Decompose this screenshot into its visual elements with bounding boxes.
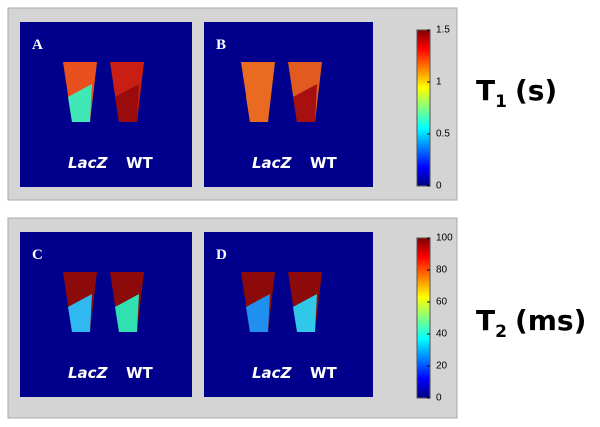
quantity-symbol: T (476, 304, 495, 337)
condition-label: WT (310, 364, 338, 382)
colorbar-tick-label: 100 (436, 233, 453, 244)
quantity-unit: (s) (515, 74, 557, 107)
quantity-unit: (ms) (515, 304, 586, 337)
specimen-tip (293, 294, 317, 332)
condition-label: LacZ (252, 154, 293, 172)
quantity-symbol: T (476, 74, 495, 107)
colorbar-tick-label: 0 (436, 393, 442, 404)
panel-label: B (216, 37, 226, 53)
specimen-tip (115, 84, 139, 122)
colorbar-tick-label: 0.5 (436, 129, 450, 140)
colorbar (416, 237, 431, 399)
colorbar-tick-label: 1.5 (436, 25, 450, 36)
specimen-tip (246, 294, 270, 332)
quantity-subscript: 2 (495, 322, 507, 342)
colorbar-tick-label: 0 (436, 181, 442, 192)
specimen-tip (246, 84, 270, 122)
colorbar-tick-label: 1 (436, 77, 442, 88)
quantity-subscript: 1 (495, 92, 507, 112)
quantity-label: T2 (ms) (476, 304, 586, 342)
condition-label: WT (310, 154, 338, 172)
specimen-tip (68, 84, 92, 122)
condition-label: LacZ (68, 154, 109, 172)
image-panel (20, 22, 192, 187)
panel-label: A (32, 37, 43, 53)
condition-label: WT (126, 364, 154, 382)
condition-label: WT (126, 154, 154, 172)
specimen-tip (115, 294, 139, 332)
colorbar-tick-label: 40 (436, 329, 448, 340)
specimen-tip (293, 84, 317, 122)
condition-label: LacZ (68, 364, 109, 382)
image-panel (204, 22, 373, 187)
image-panel (20, 232, 192, 397)
colorbar-tick-label: 60 (436, 297, 448, 308)
panel-label: D (216, 247, 227, 263)
image-panel (204, 232, 373, 397)
quantity-label: T1 (s) (476, 74, 557, 112)
colorbar-tick-label: 20 (436, 361, 448, 372)
colorbar-tick-label: 80 (436, 265, 448, 276)
condition-label: LacZ (252, 364, 293, 382)
colorbar (416, 29, 431, 187)
panel-label: C (32, 247, 43, 263)
specimen-tip (68, 294, 92, 332)
